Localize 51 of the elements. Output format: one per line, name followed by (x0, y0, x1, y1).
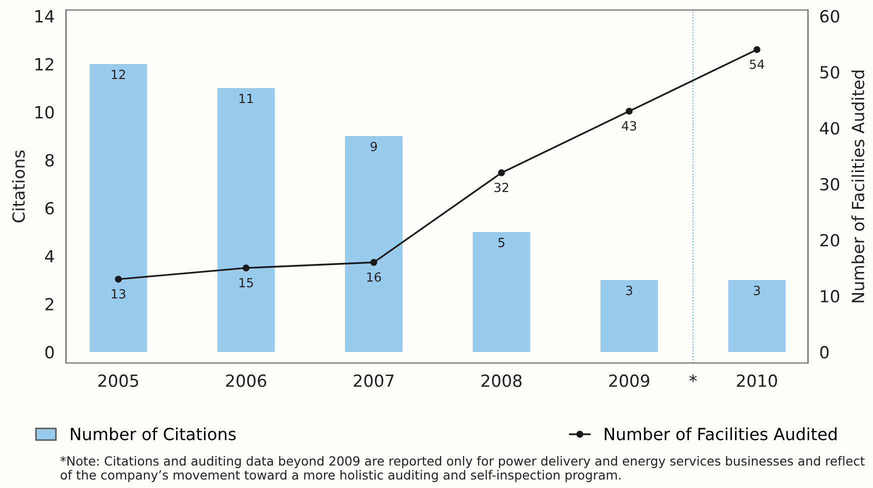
bar (472, 232, 530, 352)
legend-label: Number of Citations (70, 427, 236, 440)
data-label: 16 (367, 272, 381, 282)
y-tick-label: 6 (45, 202, 54, 215)
data-label: 3 (626, 286, 632, 296)
x-tick-label: 2006 (226, 374, 266, 388)
bar (90, 64, 148, 352)
x-tick-label: 2009 (609, 374, 650, 388)
point (242, 264, 250, 272)
data-label: 9 (370, 142, 377, 152)
bar (600, 280, 658, 352)
text: *Note: Citations and auditing data beyond 2009 are reported only for power delivery and energy services businesses and reflect of the company’s movement toward a more holistic auditing and self-inspection program. (60, 456, 865, 482)
data-label: 3 (754, 286, 760, 296)
y2-tick-label: 20 (820, 234, 840, 247)
data-label: 43 (622, 121, 636, 131)
y2-axis-title: Number of Facilities Audited (851, 70, 864, 302)
y-tick-label: 0 (45, 346, 54, 359)
x-tick-label: 2008 (482, 374, 522, 388)
data-label: 12 (112, 70, 126, 80)
data-label: 15 (239, 278, 253, 288)
y2-tick-label: 0 (820, 346, 829, 359)
bar (217, 88, 275, 352)
y-tick-label: 10 (36, 106, 54, 119)
y-tick-label: 4 (45, 250, 54, 262)
point (626, 108, 633, 115)
y2-tick-label: 30 (820, 178, 840, 191)
data-label: 32 (494, 182, 508, 192)
y2-tick-label: 10 (820, 290, 840, 303)
y-axis-title: Citations (12, 150, 25, 222)
y-tick-label: 14 (36, 10, 54, 22)
x-tick-label: 2005 (98, 374, 138, 388)
x-tick-label: 2007 (354, 374, 394, 388)
bar (728, 280, 786, 352)
bar (345, 136, 403, 352)
point (114, 276, 122, 283)
data-label: 11 (239, 94, 253, 104)
y2-tick-label: 40 (820, 122, 840, 135)
data-label: 54 (750, 60, 764, 69)
x-tick-label: 2010 (736, 374, 778, 388)
y-tick-label: 8 (45, 154, 54, 167)
point (370, 258, 378, 266)
point (498, 169, 505, 176)
point (753, 46, 760, 54)
y-tick-label: 2 (46, 298, 54, 310)
data-label: 5 (498, 238, 504, 248)
y-tick-label: 12 (36, 58, 54, 70)
data-label: 13 (112, 289, 126, 299)
y2-tick-label: 60 (820, 10, 840, 23)
y2-tick-label: 50 (820, 66, 840, 79)
x-tick-label: * (689, 374, 697, 382)
legend-label: Number of Facilities Audited (604, 427, 837, 440)
